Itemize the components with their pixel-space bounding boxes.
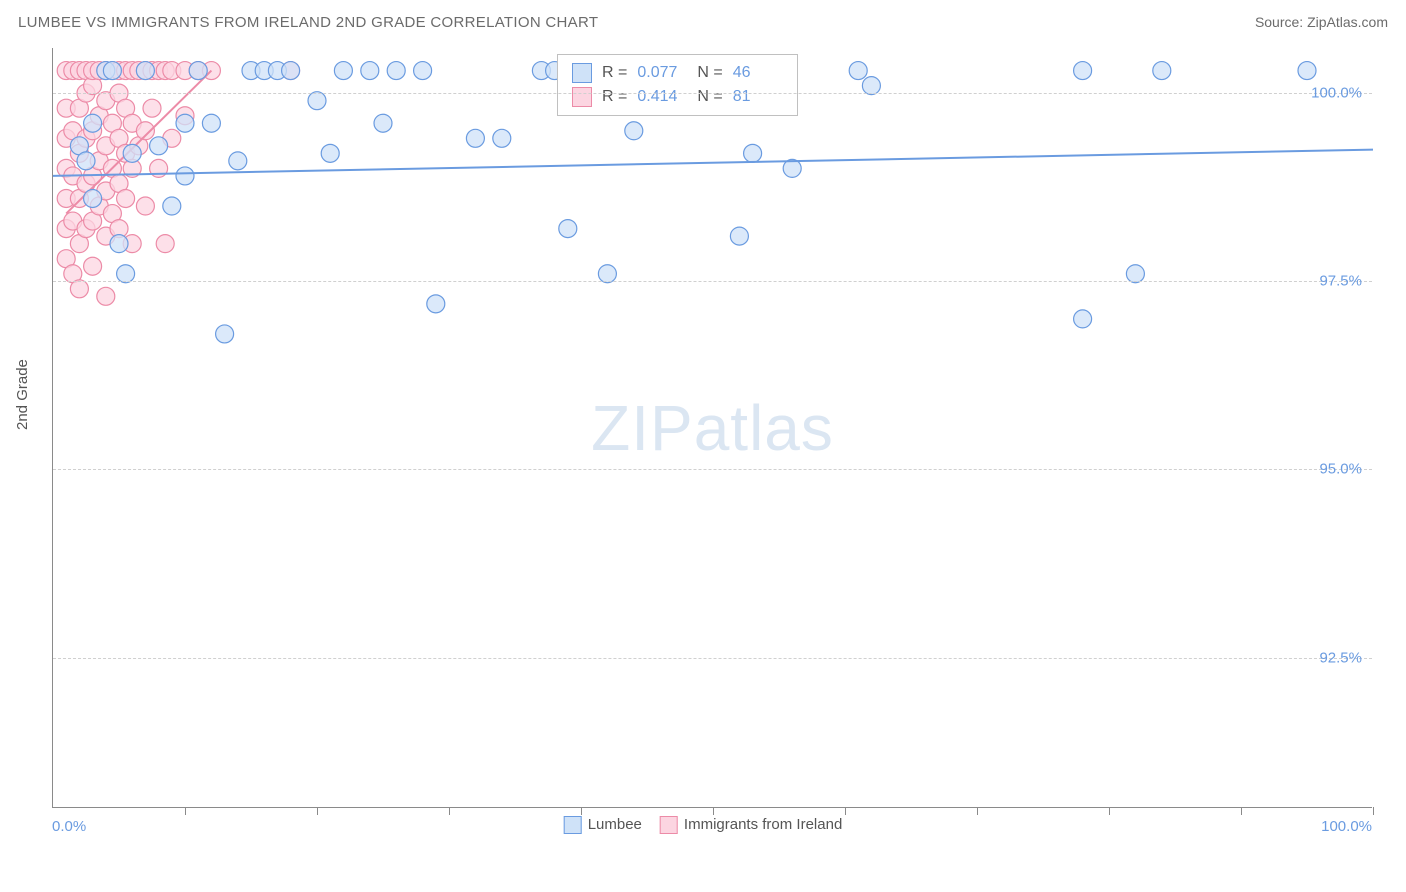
chart-plot-area: ZIPatlas R = 0.077 N = 46 R = 0.414 N = … [52, 48, 1372, 808]
data-point [117, 189, 135, 207]
y-tick-label: 92.5% [1319, 649, 1362, 666]
legend-swatch-blue-icon [564, 816, 582, 834]
data-point [77, 152, 95, 170]
data-point [361, 62, 379, 80]
data-point [849, 62, 867, 80]
data-point [84, 189, 102, 207]
data-point [84, 257, 102, 275]
data-point [202, 114, 220, 132]
gridline [53, 281, 1372, 282]
data-point [493, 129, 511, 147]
data-point [414, 62, 432, 80]
data-point [110, 235, 128, 253]
data-point [387, 62, 405, 80]
data-point [136, 62, 154, 80]
y-axis-label: 2nd Grade [14, 359, 31, 430]
data-point [163, 197, 181, 215]
swatch-blue-icon [572, 63, 592, 83]
source-attribution: Source: ZipAtlas.com [1255, 14, 1388, 30]
data-point [136, 122, 154, 140]
data-point [559, 220, 577, 238]
data-point [466, 129, 484, 147]
data-point [598, 265, 616, 283]
data-point [176, 167, 194, 185]
data-point [216, 325, 234, 343]
gridline [53, 469, 1372, 470]
data-point [97, 287, 115, 305]
legend-item-blue: Lumbee [564, 816, 642, 834]
data-point [136, 197, 154, 215]
data-point [123, 144, 141, 162]
data-point [308, 92, 326, 110]
x-tick [977, 807, 978, 815]
stats-row-blue: R = 0.077 N = 46 [572, 61, 783, 85]
scatter-plot-svg [53, 48, 1372, 807]
data-point [70, 280, 88, 298]
data-point [730, 227, 748, 245]
data-point [1074, 62, 1092, 80]
y-tick-label: 95.0% [1319, 461, 1362, 478]
data-point [374, 114, 392, 132]
bottom-legend: Lumbee Immigrants from Ireland [564, 816, 843, 834]
x-axis-max-label: 100.0% [1321, 818, 1372, 835]
x-tick [845, 807, 846, 815]
x-tick [449, 807, 450, 815]
data-point [744, 144, 762, 162]
x-axis-min-label: 0.0% [52, 818, 86, 835]
gridline [53, 93, 1372, 94]
x-tick [1109, 807, 1110, 815]
legend-swatch-pink-icon [660, 816, 678, 834]
chart-title: LUMBEE VS IMMIGRANTS FROM IRELAND 2ND GR… [18, 14, 598, 31]
trend-line [53, 150, 1373, 176]
x-tick [185, 807, 186, 815]
data-point [321, 144, 339, 162]
data-point [1298, 62, 1316, 80]
data-point [117, 265, 135, 283]
x-tick [1241, 807, 1242, 815]
gridline [53, 658, 1372, 659]
data-point [189, 62, 207, 80]
data-point [282, 62, 300, 80]
data-point [862, 77, 880, 95]
data-point [229, 152, 247, 170]
data-point [1153, 62, 1171, 80]
stats-row-pink: R = 0.414 N = 81 [572, 85, 783, 109]
data-point [84, 114, 102, 132]
data-point [103, 62, 121, 80]
data-point [334, 62, 352, 80]
data-point [427, 295, 445, 313]
data-point [1126, 265, 1144, 283]
x-tick [581, 807, 582, 815]
x-tick [713, 807, 714, 815]
data-point [150, 137, 168, 155]
data-point [176, 114, 194, 132]
data-point [143, 99, 161, 117]
legend-item-pink: Immigrants from Ireland [660, 816, 842, 834]
x-tick [317, 807, 318, 815]
x-tick [1373, 807, 1374, 815]
data-point [1074, 310, 1092, 328]
swatch-pink-icon [572, 87, 592, 107]
data-point [156, 235, 174, 253]
stats-legend-box: R = 0.077 N = 46 R = 0.414 N = 81 [557, 54, 798, 116]
y-tick-label: 100.0% [1311, 85, 1362, 102]
data-point [625, 122, 643, 140]
y-tick-label: 97.5% [1319, 273, 1362, 290]
